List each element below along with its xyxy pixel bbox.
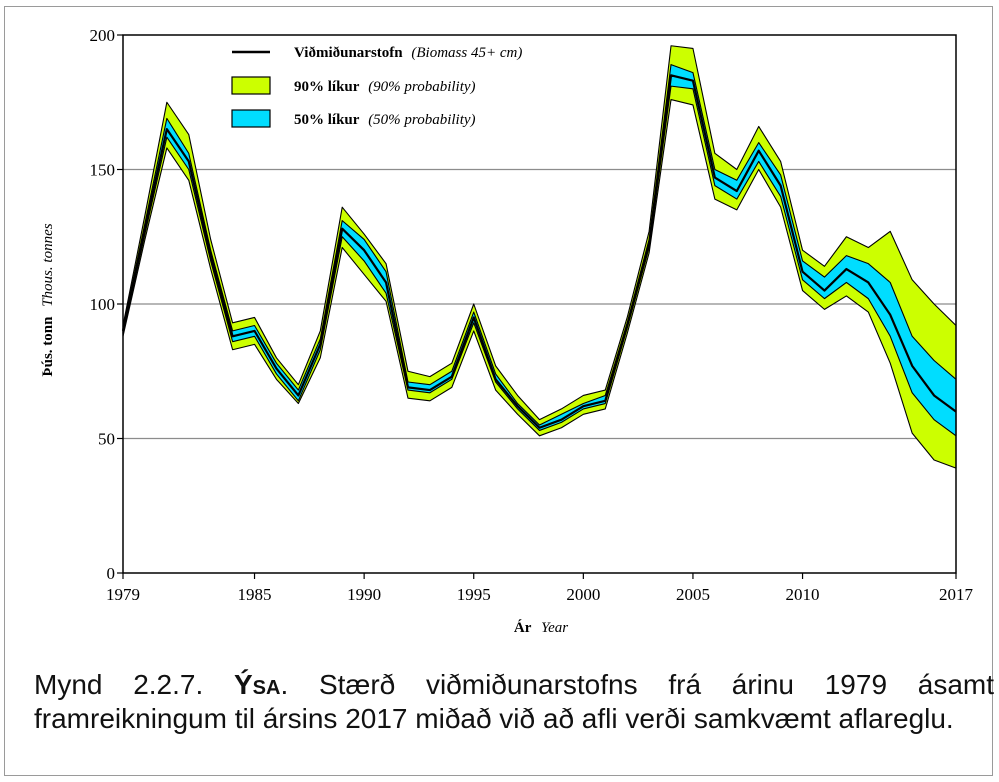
legend: Viðmiðunarstofn (Biomass 45+ cm) 90% lík…	[231, 45, 522, 128]
x-axis-label-en: Year	[541, 620, 568, 636]
band-90-percent	[122, 45, 957, 469]
legend-label-main: 50% líkur	[294, 112, 360, 128]
y-axis-label-is: Þús. tonn	[40, 316, 56, 377]
x-tick-label: 1995	[457, 585, 491, 604]
caption-species: Ýsa	[234, 669, 281, 700]
y-axis-label: Þús. tonn Thous. tonnes	[40, 223, 56, 376]
y-tick-label: 150	[90, 161, 116, 180]
gridlines	[123, 168, 956, 440]
caption-label: Mynd 2.2.7.	[34, 669, 204, 700]
x-axis-label: Ár Year	[514, 619, 568, 636]
legend-label-main: 90% líkur	[294, 79, 360, 95]
y-tick-label: 0	[107, 564, 116, 583]
legend-swatch-50	[231, 109, 271, 128]
legend-label-main: Viðmiðunarstofn	[294, 45, 403, 61]
series-lines	[121, 74, 957, 429]
caption-text: . Stærð viðmiðunarstofns frá árinu 1979 …	[34, 669, 994, 734]
legend-label: 90% líkur (90% probability)	[294, 79, 476, 95]
legend-item-90: 90% líkur (90% probability)	[231, 76, 476, 95]
probability-bands	[122, 45, 957, 469]
legend-item-line: Viðmiðunarstofn (Biomass 45+ cm)	[232, 45, 522, 61]
legend-label-note: (Biomass 45+ cm)	[411, 45, 522, 61]
legend-label: 50% líkur (50% probability)	[294, 112, 476, 128]
y-tick-label: 50	[98, 430, 115, 449]
legend-label-note: (90% probability)	[368, 79, 475, 95]
y-tick-label: 100	[90, 295, 116, 314]
legend-swatch-90	[231, 76, 271, 95]
x-tick-label: 1990	[347, 585, 381, 604]
x-tick-label: 1979	[106, 585, 140, 604]
legend-item-50: 50% líkur (50% probability)	[231, 109, 476, 128]
x-tick-label: 2000	[566, 585, 600, 604]
series-line-biomass	[121, 74, 957, 429]
x-tick-label: 2010	[786, 585, 820, 604]
legend-label: Viðmiðunarstofn (Biomass 45+ cm)	[294, 45, 522, 61]
biomass-chart: 0 50 100 150 200 1979 1985 1990 1995 2000 2005 2010…	[40, 26, 974, 636]
tick-labels: 0 50 100 150 200 1979 1985 1990 1995 2000 2005 2010…	[90, 26, 974, 604]
x-tick-label: 1985	[238, 585, 272, 604]
axes	[117, 34, 957, 579]
figure-caption: Mynd 2.2.7. Ýsa. Stærð viðmiðunarstofns …	[34, 668, 994, 736]
y-tick-label: 200	[90, 26, 116, 45]
x-tick-label: 2005	[676, 585, 710, 604]
x-tick-label: 2017	[939, 585, 974, 604]
y-axis-label-en: Thous. tonnes	[40, 223, 56, 307]
legend-label-note: (50% probability)	[368, 112, 475, 128]
x-axis-label-is: Ár	[514, 619, 532, 636]
